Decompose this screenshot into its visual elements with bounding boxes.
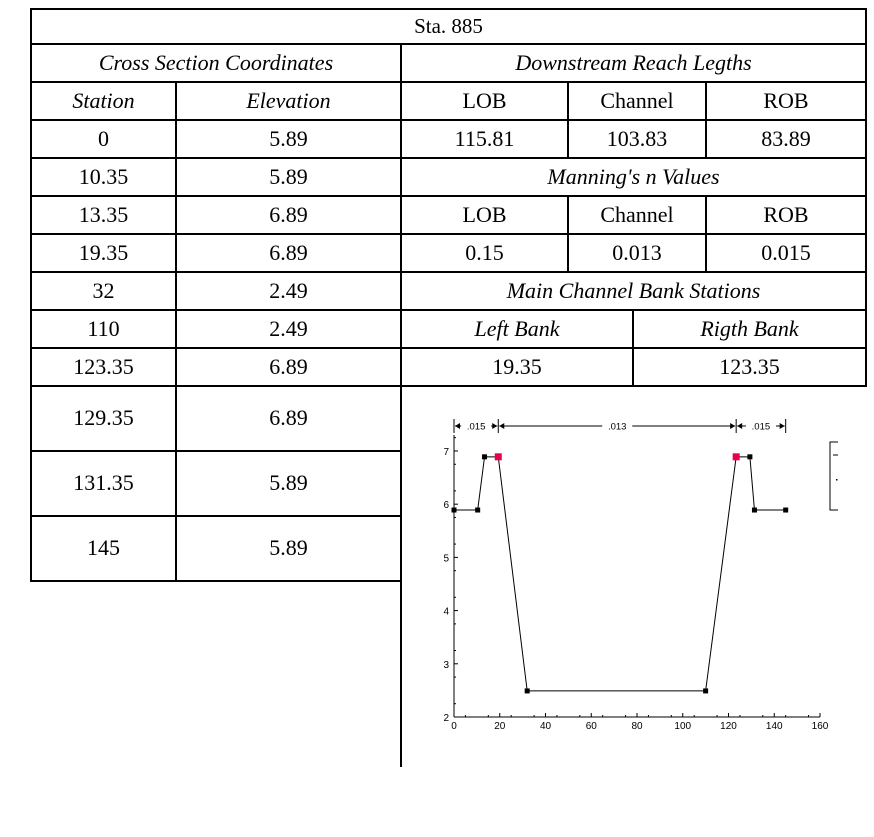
ground-profile-line [454, 456, 786, 692]
x-tick-label: 20 [494, 721, 506, 732]
cross-section-chart: 0 20 40 60 80 100 120 140 160 2 3 4 5 6 7 .015 .013 .015 [402, 387, 866, 767]
data-point [482, 454, 488, 460]
n-bracket-arrow [730, 423, 736, 429]
elevation-cell: 6.89 [175, 195, 402, 235]
reach-lob-label: LOB [400, 81, 569, 121]
left-bank-label: Left Bank [400, 309, 634, 349]
y-tick-label: 3 [443, 660, 449, 671]
x-tick-label: 160 [812, 721, 829, 732]
reach-channel-label: Channel [567, 81, 707, 121]
data-point [751, 507, 757, 513]
station-cell: 129.35 [30, 385, 177, 452]
n-bracket-arrow [737, 423, 743, 429]
elevation-cell: 5.89 [175, 157, 402, 197]
bank-station-marker [732, 453, 740, 461]
n-bracket-arrow [499, 423, 505, 429]
y-tick-label: 7 [443, 447, 449, 458]
station-table: Sta. 885 Cross Section Coordinates Downs… [30, 8, 867, 767]
data-point [475, 507, 481, 513]
x-tick-label: 40 [540, 721, 552, 732]
station-cell: 131.35 [30, 449, 177, 517]
elevation-cell: 6.89 [175, 385, 402, 452]
reach-rob-label: ROB [705, 81, 867, 121]
cross-section-chart-cell: 0 20 40 60 80 100 120 140 160 2 3 4 5 6 7 .015 .013 .015 [400, 385, 866, 767]
reach-channel-value: 103.83 [567, 119, 707, 159]
reach-header: Downstream Reach Legths [400, 43, 867, 83]
elevation-col-header: Elevation [175, 81, 402, 121]
n-bracket-arrow [492, 423, 498, 429]
elevation-cell: 2.49 [175, 309, 402, 349]
bank-station-marker [494, 453, 502, 461]
legend-box [829, 441, 838, 511]
y-tick-label: 6 [443, 500, 449, 511]
x-tick-label: 0 [451, 721, 457, 732]
data-point [783, 507, 789, 513]
x-tick-label: 140 [766, 721, 783, 732]
station-cell: 0 [30, 119, 177, 159]
legend-swatch [836, 479, 838, 481]
elevation-cell: 6.89 [175, 347, 402, 387]
banks-header: Main Channel Bank Stations [400, 271, 867, 311]
blank-cell [31, 581, 401, 644]
manning-lob-label: LOB [400, 195, 569, 235]
manning-header: Manning's n Values [400, 157, 867, 197]
y-tick-label: 2 [443, 713, 449, 724]
manning-channel-value: 0.013 [567, 233, 707, 273]
elevation-cell: 6.89 [175, 233, 402, 273]
n-value-label: .015 [467, 422, 486, 433]
station-cell: 145 [30, 514, 177, 582]
station-col-header: Station [30, 81, 177, 121]
n-bracket-arrow [779, 423, 785, 429]
x-tick-label: 60 [586, 721, 598, 732]
n-value-label: .015 [752, 422, 771, 433]
blank-cell [31, 705, 401, 767]
manning-rob-label: ROB [705, 195, 867, 235]
x-tick-label: 100 [674, 721, 691, 732]
data-point [747, 454, 753, 460]
x-tick-label: 80 [631, 721, 643, 732]
y-tick-label: 5 [443, 553, 449, 564]
station-cell: 32 [30, 271, 177, 311]
reach-rob-value: 83.89 [705, 119, 867, 159]
elevation-cell: 2.49 [175, 271, 402, 311]
station-cell: 110 [30, 309, 177, 349]
left-bank-value: 19.35 [400, 347, 634, 387]
y-tick-label: 4 [443, 607, 449, 618]
station-cell: 10.35 [30, 157, 177, 197]
coords-header: Cross Section Coordinates [30, 43, 402, 83]
station-cell: 123.35 [30, 347, 177, 387]
manning-channel-label: Channel [567, 195, 707, 235]
elevation-cell: 5.89 [175, 119, 402, 159]
elevation-cell: 5.89 [175, 514, 402, 582]
blank-cell [31, 644, 401, 706]
station-cell: 19.35 [30, 233, 177, 273]
data-point [451, 507, 457, 513]
station-title: Sta. 885 [30, 8, 867, 45]
data-point [524, 688, 530, 694]
elevation-cell: 5.89 [175, 449, 402, 517]
right-bank-value: 123.35 [632, 347, 867, 387]
station-cell: 13.35 [30, 195, 177, 235]
n-value-label: .013 [608, 422, 627, 433]
cross-section-plot: 0 20 40 60 80 100 120 140 160 2 3 4 5 6 7 .015 .013 .015 [443, 419, 838, 732]
reach-lob-value: 115.81 [400, 119, 569, 159]
data-point [703, 688, 709, 694]
right-bank-label: Rigth Bank [632, 309, 867, 349]
manning-rob-value: 0.015 [705, 233, 867, 273]
x-tick-label: 120 [720, 721, 737, 732]
n-bracket-arrow [455, 423, 460, 429]
manning-lob-value: 0.15 [400, 233, 569, 273]
